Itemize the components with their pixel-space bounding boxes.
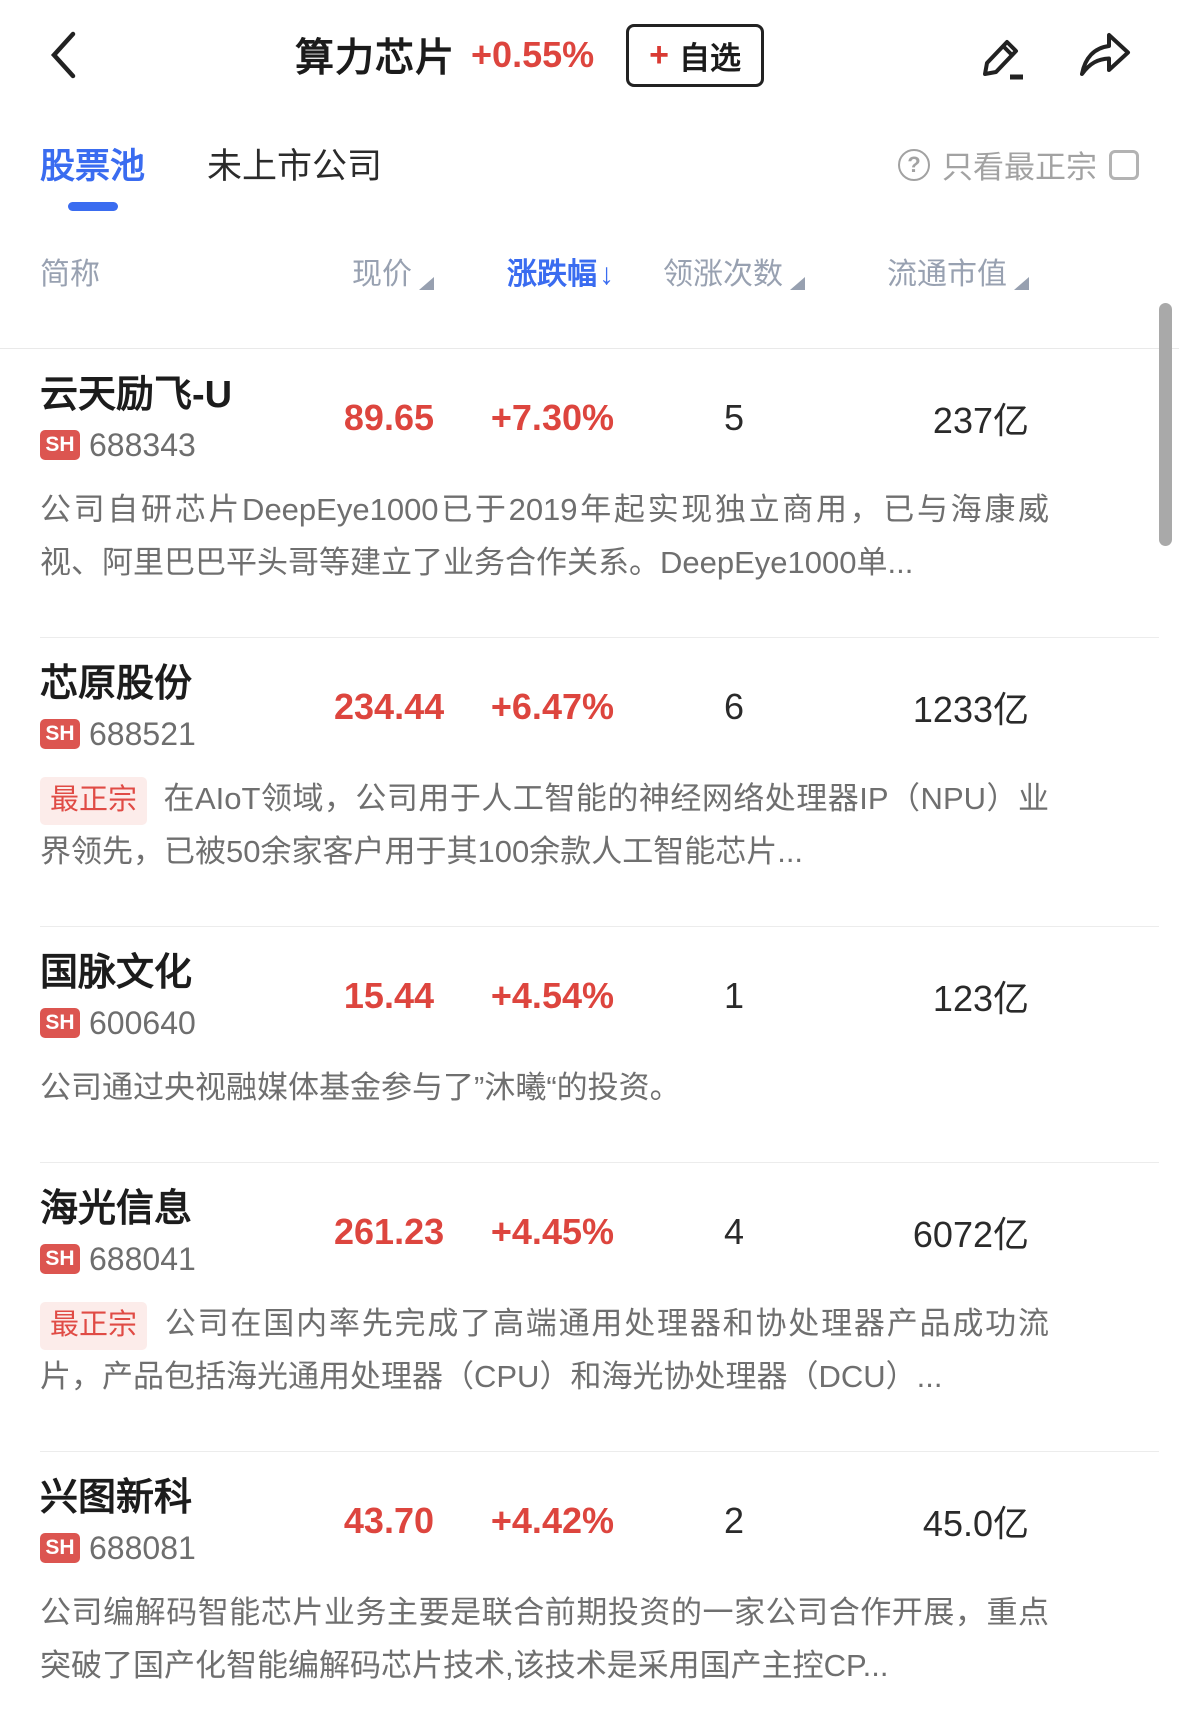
table-header: 简称 现价 涨跌幅 ↓ 领涨次数 流通市值: [0, 197, 1179, 349]
stock-change: +4.45%: [490, 1211, 614, 1252]
stock-description: 最正宗 公司在国内率先完成了高端通用处理器和协处理器产品成功流片，产品包括海光通用…: [40, 1297, 1179, 1403]
stock-description: 公司通过央视融媒体基金参与了”沐曦“的投资。: [40, 1070, 681, 1105]
stock-description: 最正宗 在AIoT领域，公司用于人工智能的神经网络处理器IP（NPU）业界领先，已…: [40, 772, 1179, 878]
stock-change: +6.47%: [490, 686, 614, 727]
market-cap: 45.0亿: [922, 1503, 1029, 1544]
stock-price: 261.23: [334, 1211, 445, 1252]
top-bar: 算力芯片 +0.55% + 自选: [0, 0, 1179, 100]
stock-name: 国脉文化: [40, 952, 193, 994]
exchange-badge: SH: [40, 1244, 80, 1274]
stock-code: 688041: [89, 1241, 196, 1277]
stock-code: 688521: [89, 716, 196, 752]
stock-description: 公司编解码智能芯片业务主要是联合前期投资的一家公司合作开展，重点突破了国产化智能…: [40, 1595, 1049, 1683]
market-cap: 1233亿: [912, 689, 1029, 730]
exchange-badge: SH: [40, 1533, 80, 1563]
stock-row-guomai[interactable]: 国脉文化 SH 600640 15.44 +4.54% 1 123亿 公司通过央…: [0, 904, 1179, 1140]
stock-identity: 芯原股份 SH 688521: [40, 660, 334, 754]
add-watchlist-button[interactable]: + 自选: [626, 23, 764, 87]
lead-count: 6: [723, 686, 745, 727]
sort-triangle-icon: [419, 277, 434, 290]
watch-label: 自选: [679, 40, 741, 76]
scrollbar-thumb[interactable]: [1159, 303, 1172, 546]
stock-identity: 国脉文化 SH 600640: [40, 949, 334, 1043]
exchange-badge: SH: [40, 1008, 80, 1038]
filter-checkbox[interactable]: [1109, 149, 1139, 180]
column-change-sort[interactable]: 涨跌幅 ↓: [507, 258, 614, 291]
market-cap: 6072亿: [912, 1214, 1029, 1255]
stock-row-xinyuan[interactable]: 芯原股份 SH 688521 234.44 +6.47% 6 1233亿 最正宗…: [0, 615, 1179, 904]
lead-count: 1: [723, 975, 745, 1016]
edit-button[interactable]: [974, 27, 1030, 83]
authentic-filter: ? 只看最正宗: [898, 138, 1139, 187]
row-divider: [40, 1451, 1159, 1452]
stock-code: 688343: [89, 427, 196, 463]
page-title: 算力芯片: [295, 37, 456, 80]
chevron-left-icon: [50, 31, 76, 79]
column-name: 简称: [40, 258, 100, 291]
stock-row-xingtu[interactable]: 兴图新科 SH 688081 43.70 +4.42% 2 45.0亿 公司编解…: [0, 1429, 1179, 1718]
stock-name: 芯原股份: [40, 663, 193, 705]
stock-row-haiguang[interactable]: 海光信息 SH 688041 261.23 +4.45% 4 6072亿 最正宗…: [0, 1140, 1179, 1429]
row-divider: [40, 637, 1159, 638]
stock-identity: 兴图新科 SH 688081: [40, 1474, 334, 1568]
back-button[interactable]: [45, 29, 85, 81]
stock-name: 云天励飞-U: [40, 374, 233, 416]
help-icon[interactable]: ?: [898, 148, 930, 181]
filter-label: 只看最正宗: [942, 150, 1097, 185]
lead-count: 2: [723, 1500, 745, 1541]
authentic-tag: 最正宗: [40, 777, 148, 825]
row-divider: [40, 1162, 1159, 1163]
stock-code: 600640: [89, 1005, 196, 1041]
share-button[interactable]: [1076, 27, 1134, 83]
sort-desc-arrow-icon: ↓: [599, 258, 614, 291]
tab-unlisted-companies[interactable]: 未上市公司: [207, 147, 383, 186]
sort-triangle-icon: [1014, 277, 1029, 290]
pencil-icon: [983, 40, 1024, 80]
column-market-cap-sort[interactable]: 流通市值: [854, 249, 1029, 293]
sort-triangle-icon: [790, 277, 805, 290]
active-tab-underline: [67, 202, 118, 211]
sector-change: +0.55%: [471, 34, 595, 75]
stock-price: 234.44: [334, 686, 445, 727]
stock-name: 海光信息: [40, 1188, 193, 1230]
column-lead-count-sort[interactable]: 领涨次数: [614, 249, 854, 293]
stock-change: +7.30%: [490, 397, 614, 438]
stock-price: 89.65: [343, 397, 434, 438]
column-price-sort[interactable]: 现价: [334, 249, 434, 293]
lead-count: 4: [723, 1211, 745, 1252]
stock-change: +4.54%: [490, 975, 614, 1016]
tab-stock-pool[interactable]: 股票池: [40, 138, 145, 211]
tab-bar: 股票池 未上市公司 ? 只看最正宗: [0, 100, 1179, 211]
stock-identity: 云天励飞-U SH 688343: [40, 371, 334, 465]
stock-description: 公司自研芯片DeepEye1000已于2019年起实现独立商用，已与海康威视、阿…: [40, 492, 1049, 580]
exchange-badge: SH: [40, 430, 80, 460]
row-divider: [40, 926, 1159, 927]
authentic-tag: 最正宗: [40, 1302, 148, 1350]
stock-identity: 海光信息 SH 688041: [40, 1185, 334, 1279]
exchange-badge: SH: [40, 719, 80, 749]
stock-row-yuntianlifei[interactable]: 云天励飞-U SH 688343 89.65 +7.30% 5 237亿 公司自…: [0, 349, 1179, 615]
market-cap: 123亿: [932, 978, 1029, 1019]
share-arrow-icon: [1080, 33, 1131, 76]
stock-change: +4.42%: [490, 1500, 614, 1541]
plus-icon: +: [649, 36, 669, 74]
market-cap: 237亿: [932, 400, 1029, 441]
lead-count: 5: [723, 397, 745, 438]
stock-price: 15.44: [343, 975, 434, 1016]
stock-name: 兴图新科: [40, 1477, 193, 1519]
tab-stock-pool-label: 股票池: [40, 147, 146, 186]
stock-code: 688081: [89, 1530, 196, 1566]
stock-price: 43.70: [343, 1500, 434, 1541]
